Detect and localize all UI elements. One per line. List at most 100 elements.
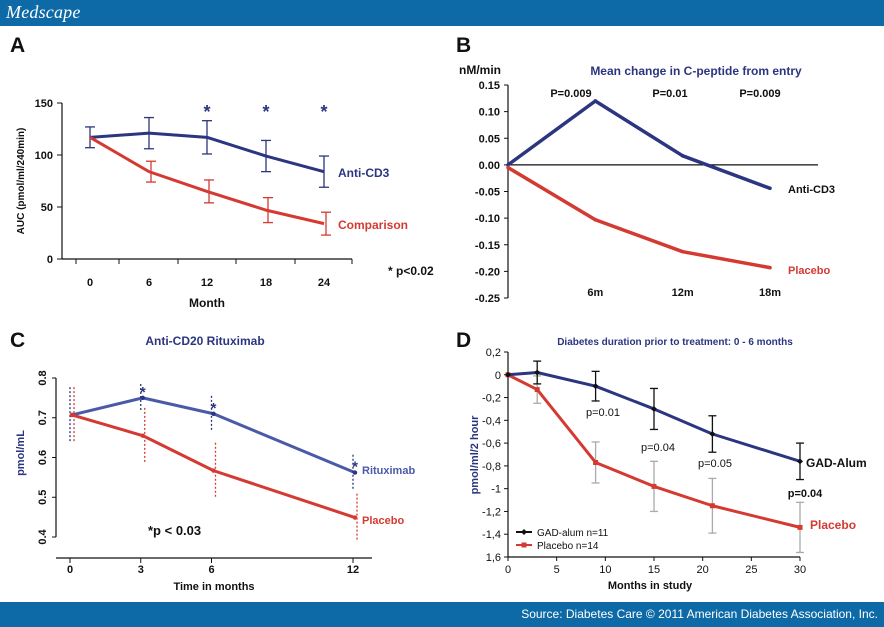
legend-label-placebo: Placebo n=14 (537, 541, 599, 552)
legend-marker-gad-alum (521, 529, 527, 535)
series-line-comparison (89, 136, 325, 226)
tick-label-d-y: -0,8 (482, 461, 501, 473)
series-line-placebo (71, 413, 356, 519)
data-point (651, 483, 657, 489)
series-label-anti-cd3: Anti-CD3 (338, 166, 390, 180)
data-point (651, 405, 657, 412)
axis-title-c-y: pmol/mL (15, 430, 27, 476)
series-label-gad-alum: GAD-Alum (806, 456, 867, 470)
data-point (506, 163, 510, 167)
tick-label-c-y: 0.4 (37, 528, 49, 544)
tick-label-c-x: 12 (347, 564, 359, 576)
tick-label-b-x: 18m (759, 287, 781, 299)
tick-label-d-x: 10 (599, 564, 611, 576)
tick-label-d-y: -0,2 (482, 393, 501, 405)
tick-label-d-x: 20 (697, 564, 709, 576)
series-label-anti-cd3: Anti-CD3 (788, 184, 835, 196)
tick-label-d-y: -1 (491, 484, 501, 496)
tick-label-b-y: -0.05 (475, 187, 500, 199)
data-point (768, 186, 772, 191)
panel-d: 0,2 0 -0,2 -0,4 -0,6 -0,8 -1 -1,2 -1,4 1,6 0 5 10 15 2… (469, 337, 867, 592)
tick-label-b-y: -0.10 (475, 213, 500, 225)
tick-label-d-x: 15 (648, 564, 660, 576)
panel-label-a: A (10, 34, 25, 57)
significance-star: * (211, 400, 217, 417)
tick-label-a-y: 100 (35, 150, 53, 162)
data-point (534, 369, 541, 376)
tick-label-b-y: -0.20 (475, 266, 500, 278)
data-point (709, 431, 716, 437)
tick-label-a-y: 0 (47, 254, 53, 266)
tick-label-d-y: 1,6 (486, 552, 501, 564)
p-value-label: P=0.009 (739, 88, 780, 100)
data-point (534, 387, 540, 393)
axis-title-d-y: pmol/ml/2 hour (469, 415, 481, 495)
significance-star: * (352, 459, 358, 476)
data-point (680, 249, 685, 254)
series-label-rituximab: Rituximab (362, 465, 415, 477)
series-line-placebo (507, 373, 801, 529)
tick-label-c-y: 0.6 (37, 450, 49, 465)
significance-star: * (203, 102, 210, 122)
panel-label-d: D (456, 329, 471, 352)
series-label-placebo: Placebo (810, 518, 856, 532)
medscape-logo[interactable]: Medscape (6, 2, 81, 22)
data-point (797, 458, 803, 465)
series-line-gad-alum (507, 371, 801, 463)
data-point (140, 433, 145, 438)
series-label-placebo: Placebo (788, 265, 830, 277)
tick-label-b-y: 0.00 (479, 160, 500, 172)
tick-label-c-x: 3 (138, 564, 144, 576)
tick-label-a-x: 12 (201, 277, 213, 289)
data-point (797, 524, 803, 530)
significance-star: * (262, 102, 269, 122)
p-value-label: P=0.009 (550, 88, 591, 100)
significance-star: * (140, 384, 146, 401)
tick-label-d-y: -1,2 (482, 506, 501, 518)
tick-label-b-x: 12m (672, 287, 694, 299)
legend-marker-placebo (521, 542, 527, 548)
p-value-label: p=0.04 (641, 442, 675, 454)
data-point (352, 470, 358, 475)
tick-label-d-y: -0,4 (482, 415, 501, 427)
legend-label-gad-alum: GAD-alum n=11 (537, 528, 609, 539)
data-point (506, 165, 510, 170)
chart-title-d: Diabetes duration prior to treatment: 0 … (557, 337, 793, 348)
tick-label-b-x: 6m (587, 287, 603, 299)
p-value-label: p=0.05 (698, 458, 732, 470)
tick-label-a-y: 150 (35, 98, 53, 110)
p-value-label: P=0.01 (652, 88, 687, 100)
tick-label-b-y: 0.10 (479, 107, 500, 119)
data-point (593, 459, 599, 465)
data-point (680, 154, 685, 158)
series-line-anti-cd3 (506, 99, 771, 190)
axis-title-b-y: nM/min (459, 63, 501, 77)
tick-label-c-y: 0.8 (37, 370, 49, 385)
chart-title-b: Mean change in C-peptide from entry (590, 64, 802, 78)
tick-label-a-y: 50 (41, 202, 53, 214)
series-line-placebo (507, 166, 771, 270)
tick-label-d-x: 0 (505, 564, 511, 576)
tick-label-a-x: 6 (146, 277, 152, 289)
significance-note: *p < 0.03 (148, 523, 201, 538)
data-point (211, 468, 216, 473)
panel-label-b: B (456, 34, 471, 57)
header-bar: Medscape (0, 0, 884, 26)
footer-bar: Source: Diabetes Care © 2011 American Di… (0, 602, 884, 627)
tick-label-c-y: 0.5 (37, 490, 49, 505)
tick-label-c-x: 6 (208, 564, 214, 576)
data-point (505, 371, 511, 378)
data-point (211, 411, 216, 416)
tick-label-d-y: 0,2 (486, 347, 501, 359)
p-value-label: p=0.01 (586, 407, 620, 419)
axis-title-c-x: Time in months (173, 581, 254, 593)
tick-label-c-y: 0.7 (37, 410, 49, 425)
axis-title-a-x: Month (189, 296, 225, 310)
series-label-comparison: Comparison (338, 218, 408, 232)
tick-label-d-x: 25 (745, 564, 757, 576)
tick-label-a-x: 0 (87, 277, 93, 289)
panel-b: -0.25 -0.20 -0.15 -0.10 -0.05 0.00 0.05 0.10 0.1… (459, 63, 835, 305)
tick-label-d-x: 5 (554, 564, 560, 576)
data-point (709, 503, 715, 509)
